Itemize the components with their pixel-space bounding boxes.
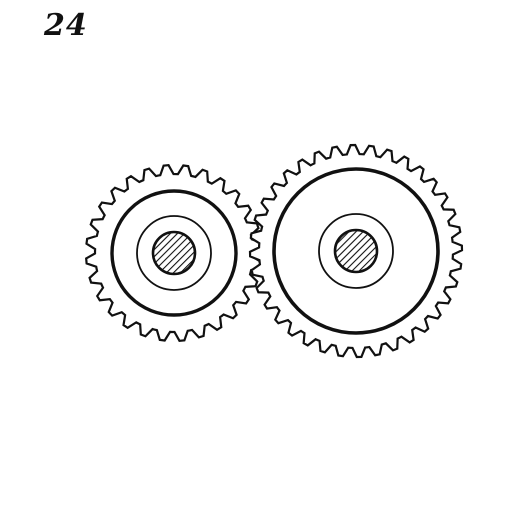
large-gear-boss	[318, 213, 394, 289]
small-gear-rim	[110, 189, 238, 317]
small-gear-boss	[136, 215, 212, 291]
figure-number: 24	[44, 8, 88, 43]
large-gear-rim	[272, 167, 440, 335]
large-gear	[248, 143, 464, 359]
small-gear-shaft	[151, 230, 197, 276]
large-gear-shaft	[333, 228, 379, 274]
small-gear	[85, 164, 263, 342]
